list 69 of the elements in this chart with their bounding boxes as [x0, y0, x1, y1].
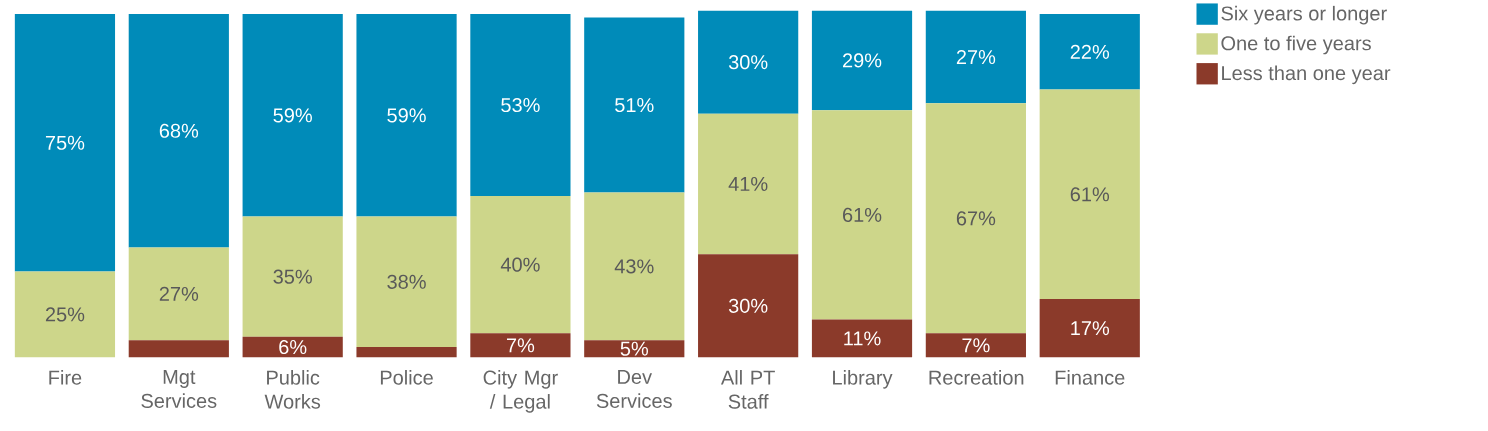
legend-label: One to five years	[1221, 35, 1371, 55]
bar	[1039, 14, 1140, 90]
bar	[925, 333, 1026, 358]
data-label: 6%	[279, 340, 307, 355]
bar	[242, 336, 343, 358]
data-label: 5%	[620, 341, 649, 356]
data-label: 68%	[159, 123, 199, 139]
x-tick-label: Recreation	[929, 370, 1024, 385]
data-label: 67%	[956, 211, 996, 226]
bar	[925, 10, 1026, 104]
x-tick-label: Police	[380, 370, 433, 385]
data-label: 61%	[843, 207, 882, 223]
bar	[1039, 299, 1140, 358]
data-label: 25%	[45, 307, 85, 322]
data-label: 22%	[1070, 44, 1110, 60]
data-label: 17%	[1071, 321, 1110, 336]
data-label: 30%	[728, 55, 768, 70]
bar	[698, 113, 799, 255]
data-label: 27%	[159, 286, 199, 302]
bar	[584, 340, 685, 358]
data-label: 35%	[273, 269, 312, 284]
bar	[698, 10, 799, 114]
bar	[470, 14, 571, 197]
data-label: 75%	[45, 135, 85, 151]
x-tick-label: Fire	[49, 370, 82, 385]
bar	[811, 110, 913, 320]
data-label: 30%	[728, 298, 768, 314]
data-label: 61%	[1070, 187, 1110, 202]
bar	[128, 340, 229, 358]
bar	[14, 14, 116, 272]
data-label: 43%	[614, 259, 654, 274]
data-label: 27%	[956, 50, 996, 65]
bar	[242, 216, 343, 337]
data-label: 51%	[615, 98, 654, 113]
bar	[356, 216, 457, 348]
bar	[811, 10, 913, 111]
bar	[470, 196, 571, 334]
bar	[242, 14, 343, 217]
x-tick-label: All PT Staff	[720, 370, 775, 409]
x-tick-label: Mgt Services	[141, 370, 217, 409]
legend-label: Six years or longer	[1221, 6, 1387, 25]
data-label: 7%	[506, 338, 535, 353]
data-label: 59%	[273, 108, 312, 123]
data-label: 53%	[501, 98, 540, 113]
data-label: 11%	[844, 331, 881, 346]
data-label: 40%	[500, 257, 540, 272]
bar	[356, 14, 457, 217]
bar	[584, 17, 685, 193]
bar	[14, 271, 116, 358]
bar	[356, 347, 457, 358]
x-tick-label: Library	[833, 370, 893, 389]
data-label: 38%	[387, 274, 426, 290]
bar	[584, 192, 685, 341]
data-label: 59%	[387, 108, 426, 123]
data-label: 29%	[843, 53, 882, 68]
bar	[1039, 89, 1140, 300]
bar	[128, 247, 229, 341]
bar	[470, 333, 571, 358]
legend-label: Less than one year	[1222, 65, 1391, 85]
bar	[925, 103, 1026, 334]
x-tick-label: Dev Services	[596, 370, 672, 409]
bar	[811, 319, 913, 358]
data-label: 7%	[962, 338, 990, 353]
x-tick-label: Public Works	[264, 370, 321, 409]
bar	[698, 254, 799, 358]
bar	[128, 14, 229, 248]
x-tick-label: City Mgr / Legal	[483, 370, 558, 413]
data-label: 41%	[728, 177, 768, 192]
x-tick-label: Finance	[1055, 370, 1125, 385]
